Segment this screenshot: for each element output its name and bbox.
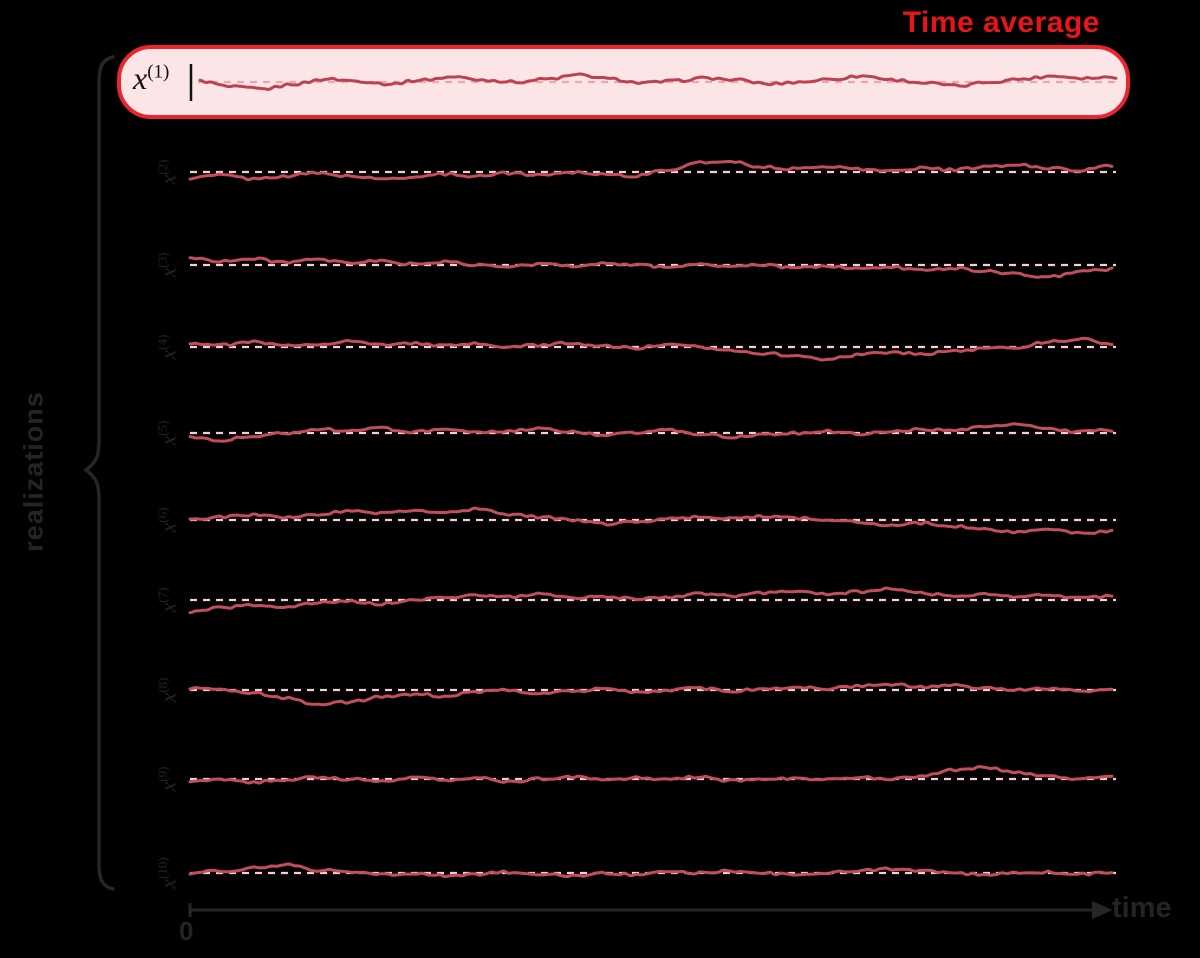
trace-x(8) bbox=[188, 682, 1114, 707]
series-label-x(7): x(7) bbox=[155, 587, 181, 613]
arrow-right-icon bbox=[1092, 901, 1113, 919]
realizations-axis-label: realizations bbox=[18, 391, 49, 552]
series-label-x(10): x(10) bbox=[155, 857, 181, 889]
trace-x(7) bbox=[188, 586, 1114, 615]
series-label-x(2): x(2) bbox=[155, 159, 181, 185]
trace-x(10) bbox=[188, 862, 1114, 879]
trace-x(2) bbox=[188, 160, 1114, 182]
series-label-x(6): x(6) bbox=[155, 507, 181, 533]
traces-layer bbox=[188, 72, 1120, 879]
axis-origin-label: 0 bbox=[179, 916, 194, 946]
trace-x(6) bbox=[188, 506, 1114, 535]
series-label-x(4): x(4) bbox=[155, 334, 181, 360]
series-label-x(8): x(8) bbox=[155, 677, 181, 703]
trace-x(5) bbox=[188, 422, 1114, 443]
time-axis-label: time bbox=[1112, 892, 1172, 924]
trace-x(4) bbox=[188, 336, 1114, 362]
time-axis bbox=[188, 901, 1113, 919]
series-label-x(9): x(9) bbox=[155, 766, 181, 792]
trace-x(9) bbox=[188, 765, 1114, 785]
trace-x(1) bbox=[198, 72, 1118, 91]
trace-x(3) bbox=[188, 256, 1114, 279]
series-label-x(3): x(3) bbox=[155, 252, 181, 278]
series-label-x(5): x(5) bbox=[155, 420, 181, 446]
figure-title: Time average bbox=[902, 6, 1100, 39]
ensemble-brace-icon bbox=[83, 55, 115, 891]
highlighted-series-label: x(1) bbox=[133, 60, 170, 96]
